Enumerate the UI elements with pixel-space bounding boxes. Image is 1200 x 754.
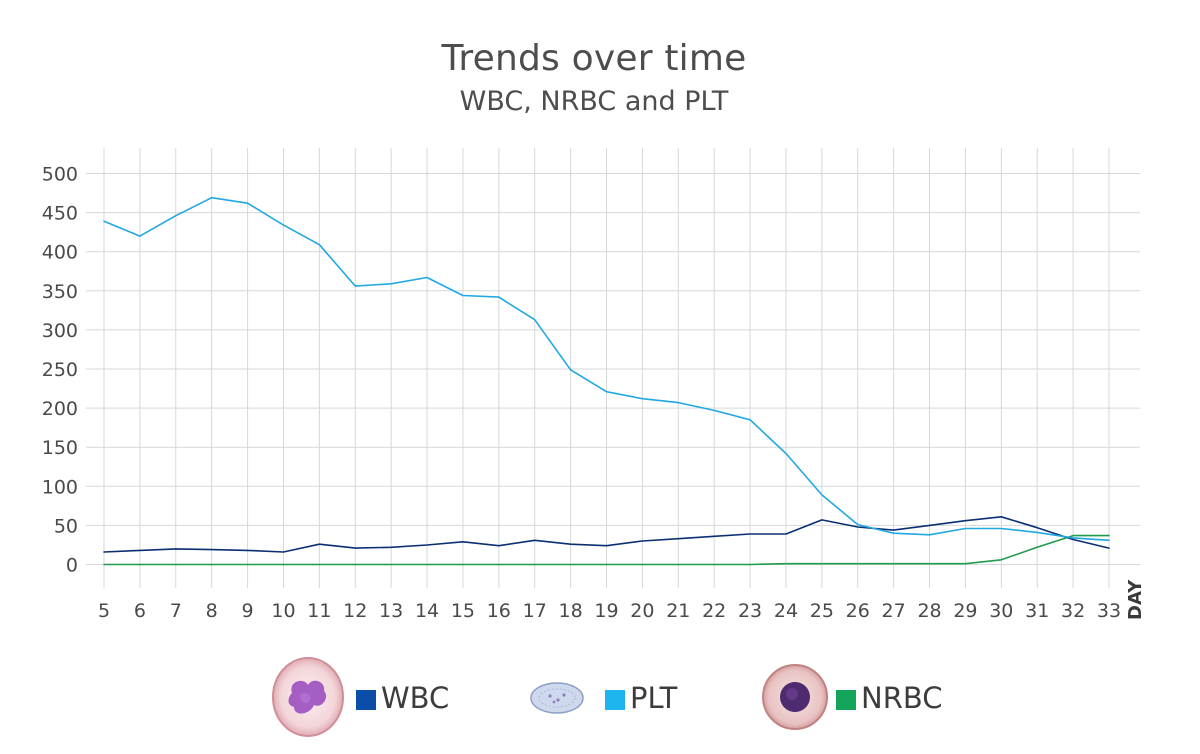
x-tick-label: 12 [343, 600, 367, 622]
x-tick-label: 33 [1097, 600, 1121, 622]
x-tick-label: 30 [989, 600, 1013, 622]
x-tick-label: 6 [134, 600, 146, 622]
legend-label-wbc: WBC [381, 681, 450, 715]
x-tick-label: 29 [953, 600, 977, 622]
y-tick-label: 350 [42, 281, 78, 303]
x-tick-label: 15 [451, 600, 475, 622]
x-tick-label: 14 [415, 600, 439, 622]
x-tick-label: 8 [206, 600, 218, 622]
x-tick-label: 25 [810, 600, 834, 622]
nrbc-swatch [836, 690, 856, 710]
nucleated-red-blood-cell-icon [762, 664, 828, 730]
platelet-cell-icon [530, 682, 584, 714]
wbc-swatch [356, 690, 376, 710]
x-tick-label: 28 [917, 600, 941, 622]
x-tick-label: 24 [774, 600, 798, 622]
x-tick-label: 5 [98, 600, 110, 622]
y-tick-label: 150 [42, 437, 78, 459]
legend-label-nrbc: NRBC [861, 681, 943, 715]
x-tick-label: 20 [630, 600, 654, 622]
neutrophil-cell-icon [272, 657, 344, 737]
chart-title: Trends over time [441, 38, 747, 79]
series-line-plt [103, 196, 1110, 542]
x-tick-label: 9 [242, 600, 254, 622]
y-tick-label: 300 [42, 320, 78, 342]
y-tick-label: 450 [42, 203, 78, 225]
x-tick-label: 18 [559, 600, 583, 622]
x-tick-label: 11 [307, 600, 331, 622]
plt-swatch [605, 690, 625, 710]
y-tick-label: 200 [42, 398, 78, 420]
x-tick-label: 16 [487, 600, 511, 622]
x-tick-label: 19 [594, 600, 618, 622]
y-tick-label: 250 [42, 359, 78, 381]
legend: WBC PLT NRBC [0, 650, 1200, 750]
x-tick-label: 7 [170, 600, 182, 622]
x-tick-label: 10 [271, 600, 295, 622]
x-axis-label: DAY [1125, 579, 1146, 620]
x-tick-label: 21 [666, 600, 690, 622]
x-tick-label: 17 [523, 600, 547, 622]
x-tick-label: 22 [702, 600, 726, 622]
x-tick-label: 26 [846, 600, 870, 622]
y-tick-label: 400 [42, 242, 78, 264]
x-tick-label: 27 [882, 600, 906, 622]
series-line-wbc [103, 515, 1110, 553]
x-tick-label: 31 [1025, 600, 1049, 622]
series-line-nrbc [103, 534, 1110, 566]
y-tick-label: 100 [42, 476, 78, 498]
y-tick-label: 50 [54, 515, 78, 537]
chart-subtitle: WBC, NRBC and PLT [459, 86, 729, 117]
line-chart: 0 50 100 150 200 250 300 350 400 450 500 5 6 7 8 9 10 11 1… [42, 148, 1146, 622]
x-tick-label: 23 [738, 600, 762, 622]
x-tick-label: 13 [379, 600, 403, 622]
x-tick-label: 32 [1061, 600, 1085, 622]
y-tick-label: 500 [42, 164, 78, 186]
y-tick-label: 0 [66, 555, 78, 577]
legend-label-plt: PLT [630, 681, 678, 715]
